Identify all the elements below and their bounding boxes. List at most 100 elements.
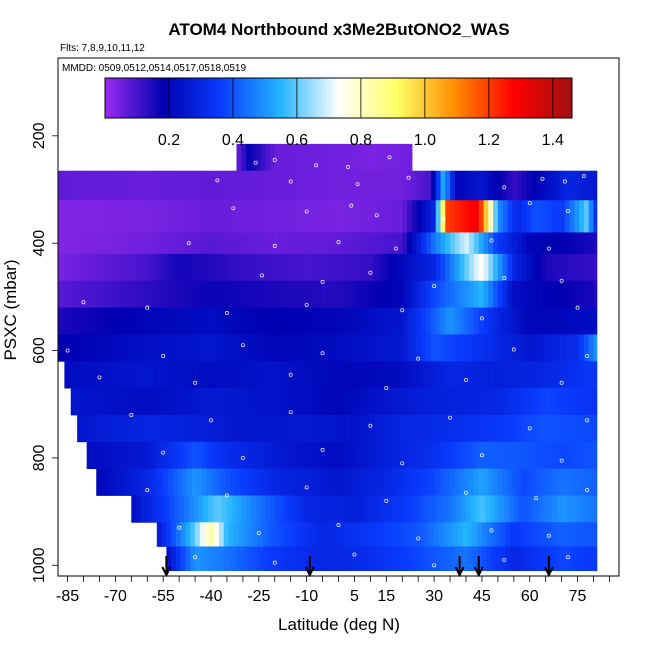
curtain-cell xyxy=(344,334,351,362)
curtain-cell xyxy=(445,280,451,309)
curtain-cell xyxy=(158,280,164,309)
curtain-cell xyxy=(462,522,469,547)
sample-point xyxy=(186,241,191,246)
curtain-cell xyxy=(461,361,467,389)
colorbar: 0.2 0.4 0.6 0.8 1.0 1.2 1.4 xyxy=(104,77,573,149)
curtain-cell xyxy=(483,414,489,443)
curtain-cell xyxy=(62,253,69,282)
curtain-cell xyxy=(320,307,327,335)
curtain-cell xyxy=(156,388,163,416)
curtain-cell xyxy=(163,200,169,233)
curtain-cell xyxy=(450,200,456,233)
sample-point xyxy=(272,158,277,162)
curtain-cell xyxy=(379,143,386,172)
curtain-cell xyxy=(443,522,450,547)
curtain-cell xyxy=(421,468,427,496)
curtain-cell xyxy=(373,414,379,443)
curtain-cell xyxy=(77,232,83,255)
curtain-cell xyxy=(555,253,561,282)
curtain-cell xyxy=(177,307,183,335)
curtain-cell xyxy=(383,307,389,335)
curtain-cell xyxy=(124,441,131,470)
curtain-cell xyxy=(454,307,461,335)
curtain-cell xyxy=(416,253,422,282)
curtain-cell xyxy=(416,441,422,470)
curtain-cell xyxy=(481,546,488,572)
curtain-cell xyxy=(317,143,324,172)
curtain-cell xyxy=(340,307,346,335)
curtain-cell xyxy=(340,414,346,443)
curtain-cell xyxy=(292,441,298,470)
curtain-cell xyxy=(548,388,555,416)
curtain-cell xyxy=(234,441,241,470)
curtain-cell xyxy=(116,361,123,389)
curtain-cell xyxy=(359,253,365,282)
curtain-cell xyxy=(540,307,547,335)
curtain-cell xyxy=(545,170,552,201)
curtain-cell xyxy=(196,441,203,470)
curtain-cell xyxy=(451,495,458,523)
curtain-cell xyxy=(359,334,365,362)
curtain-cell xyxy=(434,388,440,416)
curtain-cell xyxy=(316,334,322,362)
curtain-cell xyxy=(172,170,179,201)
curtain-cell xyxy=(126,361,132,389)
curtain-cell xyxy=(201,468,207,496)
curtain-cell xyxy=(429,388,435,416)
curtain-cell xyxy=(454,441,461,470)
curtain-cell xyxy=(343,522,349,547)
x-tick-label: 5 xyxy=(350,588,359,605)
curtain-cell xyxy=(311,200,317,233)
curtain-cell xyxy=(556,495,563,523)
curtain-cell xyxy=(124,307,131,335)
sample-point xyxy=(129,413,134,417)
curtain-cell xyxy=(582,522,588,547)
curtain-cell xyxy=(297,200,303,233)
curtain-cell xyxy=(344,414,351,443)
curtain-cell xyxy=(320,232,327,255)
curtain-cell xyxy=(421,414,427,443)
curtain-cell xyxy=(211,200,217,233)
curtain-cell xyxy=(244,468,250,496)
curtain-cell xyxy=(544,522,550,547)
sample-point xyxy=(288,372,293,377)
curtain-cell xyxy=(392,170,399,201)
curtain-cell xyxy=(424,388,430,416)
curtain-cell xyxy=(356,143,362,172)
curtain-cell xyxy=(83,361,89,389)
curtain-cell xyxy=(550,334,556,362)
curtain-cell xyxy=(335,468,341,496)
curtain-cell xyxy=(297,414,303,443)
curtain-cell xyxy=(110,441,116,470)
curtain-cell xyxy=(144,253,150,282)
curtain-cell xyxy=(306,468,313,496)
curtain-cell xyxy=(478,232,485,255)
curtain-cell xyxy=(517,414,523,443)
dates-label: MMDD: 0509,0512,0514,0517,0518,0519 xyxy=(62,63,246,74)
curtain-cell xyxy=(129,200,136,233)
curtain-cell xyxy=(545,200,552,233)
curtain-cell xyxy=(577,388,583,416)
curtain-cell xyxy=(411,468,418,496)
curtain-cell xyxy=(448,522,454,547)
curtain-cell xyxy=(346,495,352,523)
curtain-cell xyxy=(501,388,507,416)
curtain-cell xyxy=(438,388,445,416)
curtain-cell xyxy=(298,361,305,389)
curtain-cell xyxy=(285,388,292,416)
curtain-cell xyxy=(426,200,432,233)
curtain-cell xyxy=(234,334,241,362)
curtain-cell xyxy=(77,334,83,362)
curtain-cell xyxy=(376,522,383,547)
curtain-cell xyxy=(320,468,327,496)
curtain-cell xyxy=(220,253,226,282)
curtain-cell xyxy=(387,414,394,443)
curtain-cell xyxy=(320,334,327,362)
curtain-cell xyxy=(529,388,536,416)
curtain-cell xyxy=(93,361,99,389)
curtain-cell xyxy=(364,307,370,335)
sample-point xyxy=(479,453,484,458)
curtain-cell xyxy=(273,280,279,309)
curtain-cell xyxy=(249,253,255,282)
curtain-cell xyxy=(148,232,155,255)
